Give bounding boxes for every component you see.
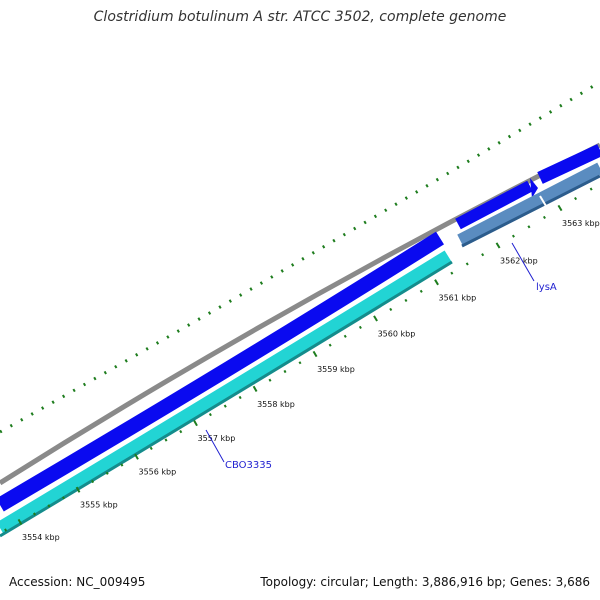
major-tick [312, 350, 318, 358]
tick-label: 3563 kbp [562, 219, 600, 228]
gene-label-line-cbo3335 [205, 429, 225, 463]
minor-tick [298, 361, 302, 365]
minor-tick [527, 225, 531, 229]
gene-label-lysa[interactable]: lysA [536, 282, 557, 293]
major-tick [17, 518, 23, 526]
minor-tick [589, 187, 593, 191]
tick-label-group: 3554 kbp 3555 kbp 3556 kbp 3557 kbp 3558 kbp… [22, 219, 600, 542]
tick-label: 3554 kbp [22, 533, 60, 542]
minor-tick [419, 289, 423, 293]
minor-tick [164, 438, 168, 442]
minor-tick [33, 512, 36, 516]
tick-label: 3561 kbp [439, 293, 477, 302]
major-tick [557, 204, 563, 212]
gene-label-lysa-group: lysA [511, 242, 557, 293]
reverse-cds-cbo3335-edge [0, 260, 453, 538]
minor-tick [511, 234, 515, 238]
minor-tick [223, 404, 227, 408]
genome-summary-text: Topology: circular; Length: 3,886,916 bp… [260, 575, 590, 589]
minor-tick [450, 271, 454, 275]
forward-cds-large[interactable] [0, 231, 444, 512]
minor-tick [268, 378, 272, 382]
major-tick [193, 420, 198, 427]
forward-cds-segment-a[interactable] [455, 180, 533, 230]
major-tick [134, 453, 139, 460]
minor-tick [542, 215, 546, 220]
gene-label-cbo3335-group: CBO3335 [205, 429, 272, 471]
minor-tick [465, 262, 469, 266]
major-tick [434, 279, 439, 286]
gene-label-cbo3335[interactable]: CBO3335 [225, 460, 272, 471]
tick-label: 3562 kbp [500, 257, 538, 266]
inner-tick-ring [4, 187, 593, 532]
major-tick [252, 385, 258, 392]
minor-tick [343, 334, 347, 338]
minor-tick [149, 446, 153, 451]
forward-cds-segment-b[interactable] [537, 144, 600, 184]
minor-tick [120, 463, 124, 467]
reverse-cds-cbo3335[interactable] [0, 250, 452, 534]
minor-tick [328, 343, 332, 347]
gene-label-line-lysa [511, 242, 535, 282]
minor-tick [481, 253, 485, 257]
minor-tick [91, 479, 95, 484]
minor-tick [47, 504, 51, 508]
minor-tick [179, 429, 183, 434]
tick-label: 3560 kbp [378, 329, 416, 338]
reverse-cds-lysa-edge [461, 174, 600, 248]
major-tick [75, 486, 81, 493]
minor-tick [238, 395, 242, 400]
tick-label: 3557 kbp [198, 434, 236, 443]
reverse-cds-lysa[interactable] [457, 162, 600, 246]
major-tick [373, 315, 378, 322]
map-title: Clostridium botulinum A str. ATCC 3502, … [93, 9, 507, 25]
minor-tick [105, 471, 109, 475]
minor-tick [283, 369, 287, 374]
forward-cds-arrow-a [530, 178, 538, 198]
tick-label: 3558 kbp [257, 400, 295, 409]
tick-label: 3559 kbp [317, 365, 355, 374]
minor-tick [389, 307, 393, 312]
minor-tick [574, 196, 578, 201]
minor-tick [208, 413, 212, 417]
tick-label: 3556 kbp [139, 468, 177, 477]
gene-separator [539, 195, 547, 207]
minor-tick [4, 528, 8, 532]
accession-text: Accession: NC_009495 [9, 575, 146, 589]
minor-tick [404, 298, 408, 303]
major-tick [495, 242, 501, 249]
minor-tick [358, 325, 362, 329]
minor-tick [62, 496, 65, 500]
tick-label: 3555 kbp [80, 501, 118, 510]
